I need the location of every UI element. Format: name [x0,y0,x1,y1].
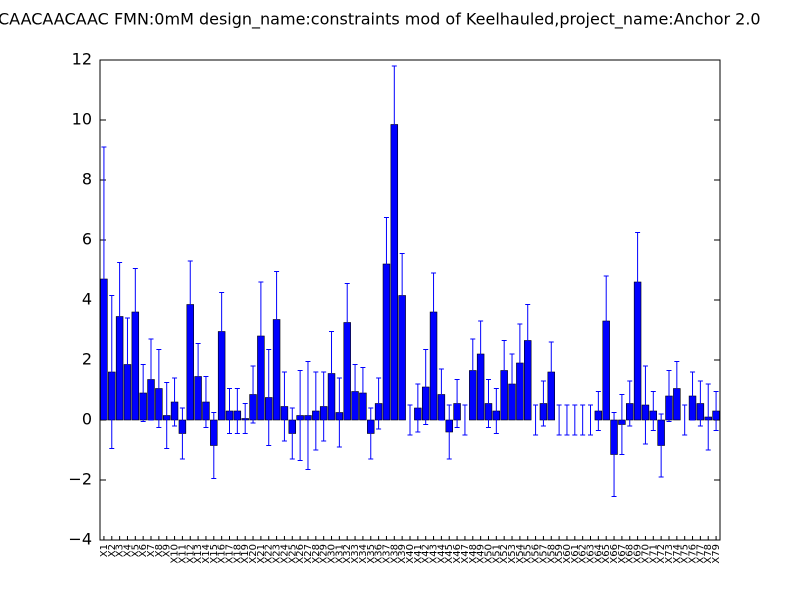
y-tick-label: 2 [82,350,92,369]
x-tick-label: X13 [193,544,204,564]
x-tick-label: X22 [264,544,275,564]
x-tick-label: X21 [256,544,267,564]
x-tick-label: X33 [350,544,361,564]
x-tick-label: X16 [217,544,228,564]
x-tick-label: X50 [483,544,494,564]
x-tick-label: X58 [546,544,557,564]
x-tick-label: X42 [421,544,432,564]
x-tick-label: X71 [648,544,659,564]
x-tick-label: X41 [413,544,424,564]
x-tick-label: X6 [138,544,149,557]
x-tick-label: X59 [554,544,565,564]
x-tick-label: X55 [523,544,534,564]
x-tick-label: X68 [625,544,636,564]
x-tick-label: X31 [334,544,345,564]
x-tick-label: X77 [695,544,706,564]
y-tick-label: 6 [82,230,92,249]
x-tick-label: X48 [468,544,479,564]
x-tick-label: X54 [515,544,526,564]
x-tick-label: X44 [436,544,447,564]
x-tick-label: X74 [672,544,683,564]
x-tick-label: X60 [562,544,573,564]
x-tick-label: X18 [232,544,243,564]
x-tick-label: X61 [570,544,581,564]
x-tick-label: X73 [664,544,675,564]
y-tick-label: 4 [82,290,92,309]
x-tick-label: X57 [538,544,549,564]
x-tick-label: X38 [389,544,400,564]
x-tick-label: X37 [381,544,392,564]
x-tick-label: X9 [162,544,173,557]
x-tick-label: X65 [601,544,612,564]
x-tick-label: X1 [99,544,110,557]
x-tick-label: X35 [366,544,377,564]
y-tick-label: 10 [72,110,92,129]
x-tick-label: X36 [374,544,385,564]
chart-title: CAACAACAAC FMN:0mM design_name:constrain… [0,10,761,30]
x-tick-label: X23 [272,544,283,564]
x-tick-label: X78 [703,544,714,564]
x-tick-label: X10 [170,544,181,564]
x-tick-label: X56 [531,544,542,564]
x-tick-label: X24 [279,544,290,564]
x-tick-label: X43 [429,544,440,564]
x-tick-label: X46 [452,544,463,564]
x-tick-label: X79 [711,544,722,564]
x-tick-label: X70 [640,544,651,564]
x-tick-label: X25 [287,544,298,564]
x-tick-label: X3 [115,544,126,557]
x-tick-label: X45 [444,544,455,564]
y-tick-label: 12 [72,50,92,69]
x-tick-label: X67 [617,544,628,564]
x-tick-label: X53 [507,544,518,564]
x-tick-label: X52 [499,544,510,564]
x-tick-label: X47 [460,544,471,564]
x-tick-label: X29 [319,544,330,564]
x-tick-label: X28 [311,544,322,564]
x-tick-label: X11 [177,544,188,564]
x-tick-label: X14 [201,544,212,564]
x-tick-label: X5 [130,544,141,557]
x-tick-label: X51 [491,544,502,564]
x-tick-label: X2 [107,544,118,557]
x-tick-label: X40 [405,544,416,564]
x-tick-label: X34 [358,544,369,564]
x-tick-label: X72 [656,544,667,564]
x-tick-label: X63 [586,544,597,564]
y-tick-label: −2 [68,470,92,489]
x-tick-label: X32 [342,544,353,564]
x-tick-label: X17 [224,544,235,564]
x-tick-label: X27 [303,544,314,564]
x-tick-label: X15 [209,544,220,564]
x-tick-label: X69 [633,544,644,564]
x-tick-label: X64 [593,544,604,564]
x-tick-label: X26 [295,544,306,564]
x-tick-label: X66 [609,544,620,564]
x-tick-label: X12 [185,544,196,564]
x-tick-label: X39 [397,544,408,564]
x-tick-label: X8 [154,544,165,557]
y-tick-label: −4 [68,530,92,549]
x-tick-label: X62 [578,544,589,564]
x-tick-label: X75 [680,544,691,564]
y-tick-label: 8 [82,170,92,189]
x-tick-label: X76 [688,544,699,564]
plot-frame [99,59,721,541]
x-tick-label: X4 [122,544,133,557]
x-tick-label: X19 [240,544,251,564]
x-tick-label: X7 [146,544,157,557]
x-tick-label: X30 [327,544,338,564]
y-tick-label: 0 [82,410,92,429]
x-tick-label: X20 [248,544,259,564]
x-tick-label: X49 [476,544,487,564]
